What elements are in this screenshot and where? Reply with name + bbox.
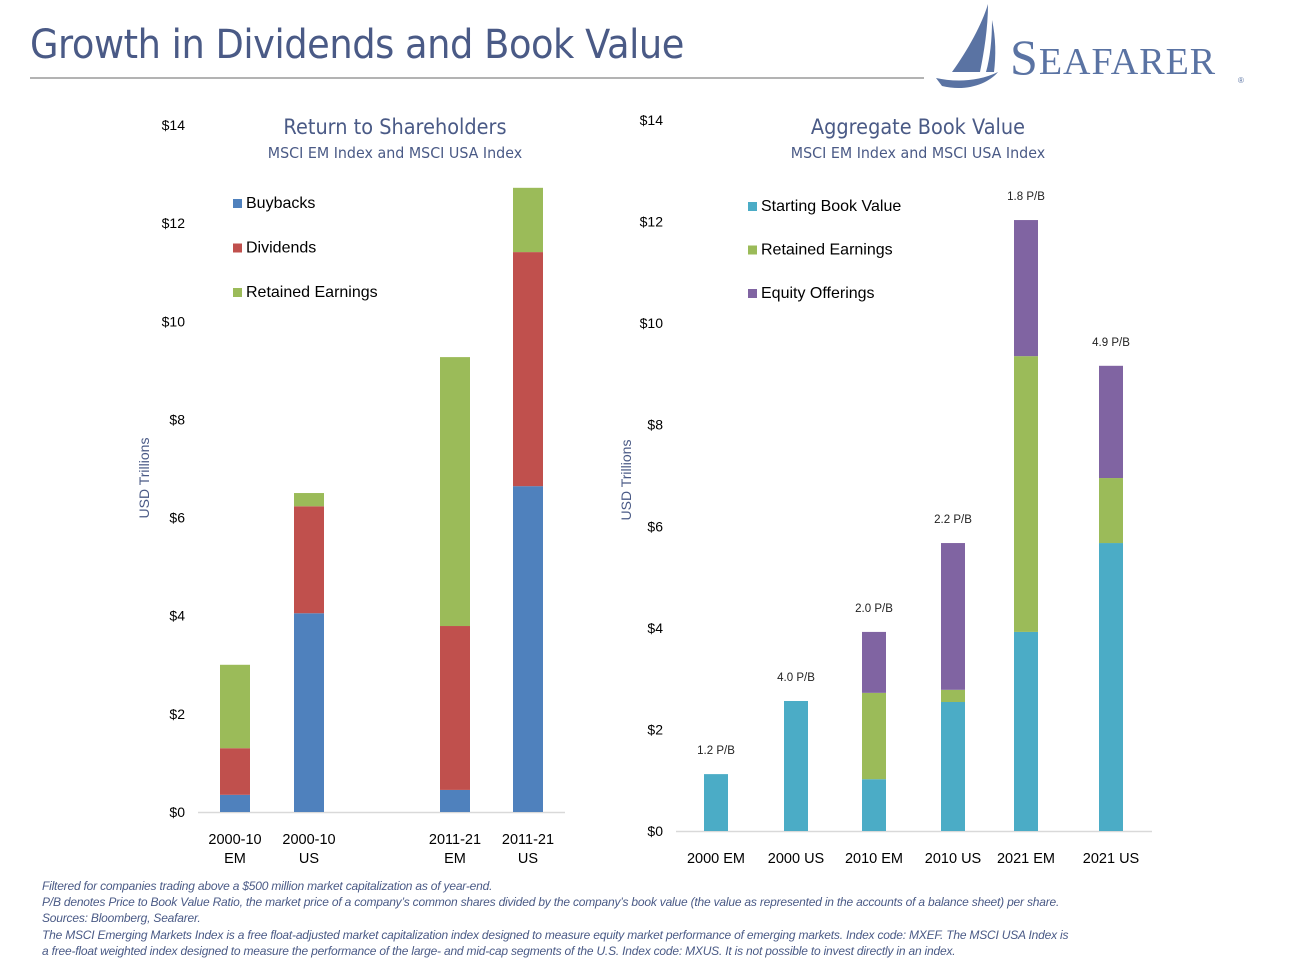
y-tick-label: $0 (647, 823, 663, 839)
bar-segment-buybacks (294, 613, 324, 812)
bar-segment-dividends (294, 506, 324, 614)
chart-2-title: Aggregate Book Value (810, 115, 1026, 139)
logo-wordmark: SEAFARER (1010, 28, 1216, 86)
y-axis-label: USD Trillions (618, 440, 634, 521)
bar-data-label: 1.8 P/B (1007, 191, 1045, 203)
bar-segment-retained-earnings (513, 187, 543, 253)
bar-segment-starting-book-value (704, 774, 728, 831)
bar-segment-buybacks (440, 789, 470, 812)
bar-segment-equity-offerings (941, 543, 965, 690)
legend-label-equity-offerings: Equity Offerings (761, 285, 875, 302)
x-tick-label: 2010 US (925, 851, 981, 867)
y-tick-label: $8 (647, 417, 663, 433)
bar-segment-retained-earnings (294, 493, 324, 507)
y-tick-label: $14 (162, 117, 186, 133)
chart-1-title: Return to Shareholders (283, 115, 507, 139)
y-tick-label: $0 (169, 804, 185, 820)
sailboat-icon (936, 4, 998, 89)
bar-segment-starting-book-value (862, 779, 886, 831)
title-divider (30, 77, 924, 79)
legend-label-starting-book-value: Starting Book Value (761, 198, 901, 215)
bar-segment-dividends (513, 252, 543, 487)
seafarer-logo: SEAFARER ® (932, 2, 1262, 92)
x-tick-label: 2000-10 (208, 832, 261, 848)
footnote: a free-float weighted index designed to … (42, 943, 956, 958)
x-tick-label: 2021 EM (997, 851, 1055, 867)
bar-segment-retained-earnings (440, 357, 470, 627)
page-title: Growth in Dividends and Book Value (30, 22, 684, 68)
bar-data-label: 2.0 P/B (855, 603, 893, 615)
registered-mark: ® (1238, 76, 1244, 85)
y-tick-label: $12 (162, 215, 186, 231)
x-tick-label: EM (444, 851, 466, 867)
bar-segment-equity-offerings (862, 631, 886, 693)
bar-segment-starting-book-value (784, 700, 808, 831)
x-tick-label: 2000 US (768, 851, 824, 867)
x-tick-label: US (518, 851, 538, 867)
y-tick-label: $8 (169, 411, 185, 427)
legend-swatch-dividends (233, 243, 242, 253)
chart-1-subtitle: MSCI EM Index and MSCI USA Index (267, 144, 523, 162)
y-axis-label: USD Trillions (136, 438, 152, 519)
x-tick-label: 2000-10 (282, 832, 335, 848)
x-tick-label: 2010 EM (845, 851, 903, 867)
x-tick-label: 2021 US (1083, 851, 1139, 867)
x-tick-label: 2011-21 (502, 832, 554, 848)
footnote: P/B denotes Price to Book Value Ratio, t… (42, 895, 1060, 910)
legend-swatch-retained-earnings (748, 245, 757, 255)
bar-data-label: 1.2 P/B (697, 745, 735, 757)
y-tick-label: $4 (169, 608, 185, 624)
x-tick-label: 2000 EM (687, 851, 745, 867)
bar-data-label: 4.9 P/B (1092, 337, 1130, 349)
bar-data-label: 2.2 P/B (934, 514, 972, 526)
y-tick-label: $6 (169, 510, 185, 526)
bar-segment-dividends (220, 748, 250, 795)
bar-segment-retained-earnings (862, 692, 886, 780)
legend-swatch-equity-offerings (748, 289, 757, 298)
x-tick-label: US (299, 851, 319, 867)
x-tick-label: EM (224, 851, 246, 867)
bar-segment-buybacks (220, 794, 250, 812)
y-tick-label: $12 (640, 214, 664, 230)
bar-segment-retained-earnings (220, 664, 250, 749)
legend-label-buybacks: Buybacks (246, 195, 315, 212)
y-tick-label: $10 (640, 315, 664, 331)
y-tick-label: $10 (162, 313, 186, 329)
y-tick-label: $2 (169, 706, 185, 722)
logo-text: SEAFARER (1010, 29, 1217, 85)
legend-label-retained-earnings: Retained Earnings (761, 242, 893, 259)
bar-segment-starting-book-value (1014, 631, 1038, 831)
bar-segment-starting-book-value (1099, 543, 1123, 831)
y-tick-label: $2 (647, 721, 663, 737)
bar-segment-retained-earnings (1014, 356, 1038, 632)
bar-data-label: 4.0 P/B (777, 672, 815, 684)
bar-segment-starting-book-value (941, 702, 965, 831)
y-tick-label: $4 (647, 620, 663, 636)
legend-label-retained-earnings: Retained Earnings (246, 284, 378, 301)
footnote: Sources: Bloomberg, Seafarer. (42, 911, 201, 926)
bar-segment-retained-earnings (941, 689, 965, 703)
bar-segment-retained-earnings (1099, 478, 1123, 544)
legend-swatch-retained-earnings (233, 288, 242, 297)
chart-2-subtitle: MSCI EM Index and MSCI USA Index (790, 144, 1046, 162)
footnote: Filtered for companies trading above a $… (42, 879, 493, 893)
legend-swatch-starting-book-value (748, 202, 757, 211)
x-tick-label: 2011-21 (429, 832, 481, 848)
y-tick-label: $14 (640, 112, 664, 128)
footnotes: Filtered for companies trading above a $… (42, 878, 1272, 959)
footnote: The MSCI Emerging Markets Index is a fre… (42, 927, 1069, 942)
bar-segment-equity-offerings (1014, 220, 1038, 357)
legend-swatch-buybacks (233, 199, 242, 208)
bar-segment-buybacks (513, 486, 543, 812)
y-tick-label: $6 (647, 518, 663, 534)
legend-label-dividends: Dividends (246, 240, 316, 257)
bar-segment-dividends (440, 626, 470, 790)
bar-segment-equity-offerings (1099, 365, 1123, 479)
